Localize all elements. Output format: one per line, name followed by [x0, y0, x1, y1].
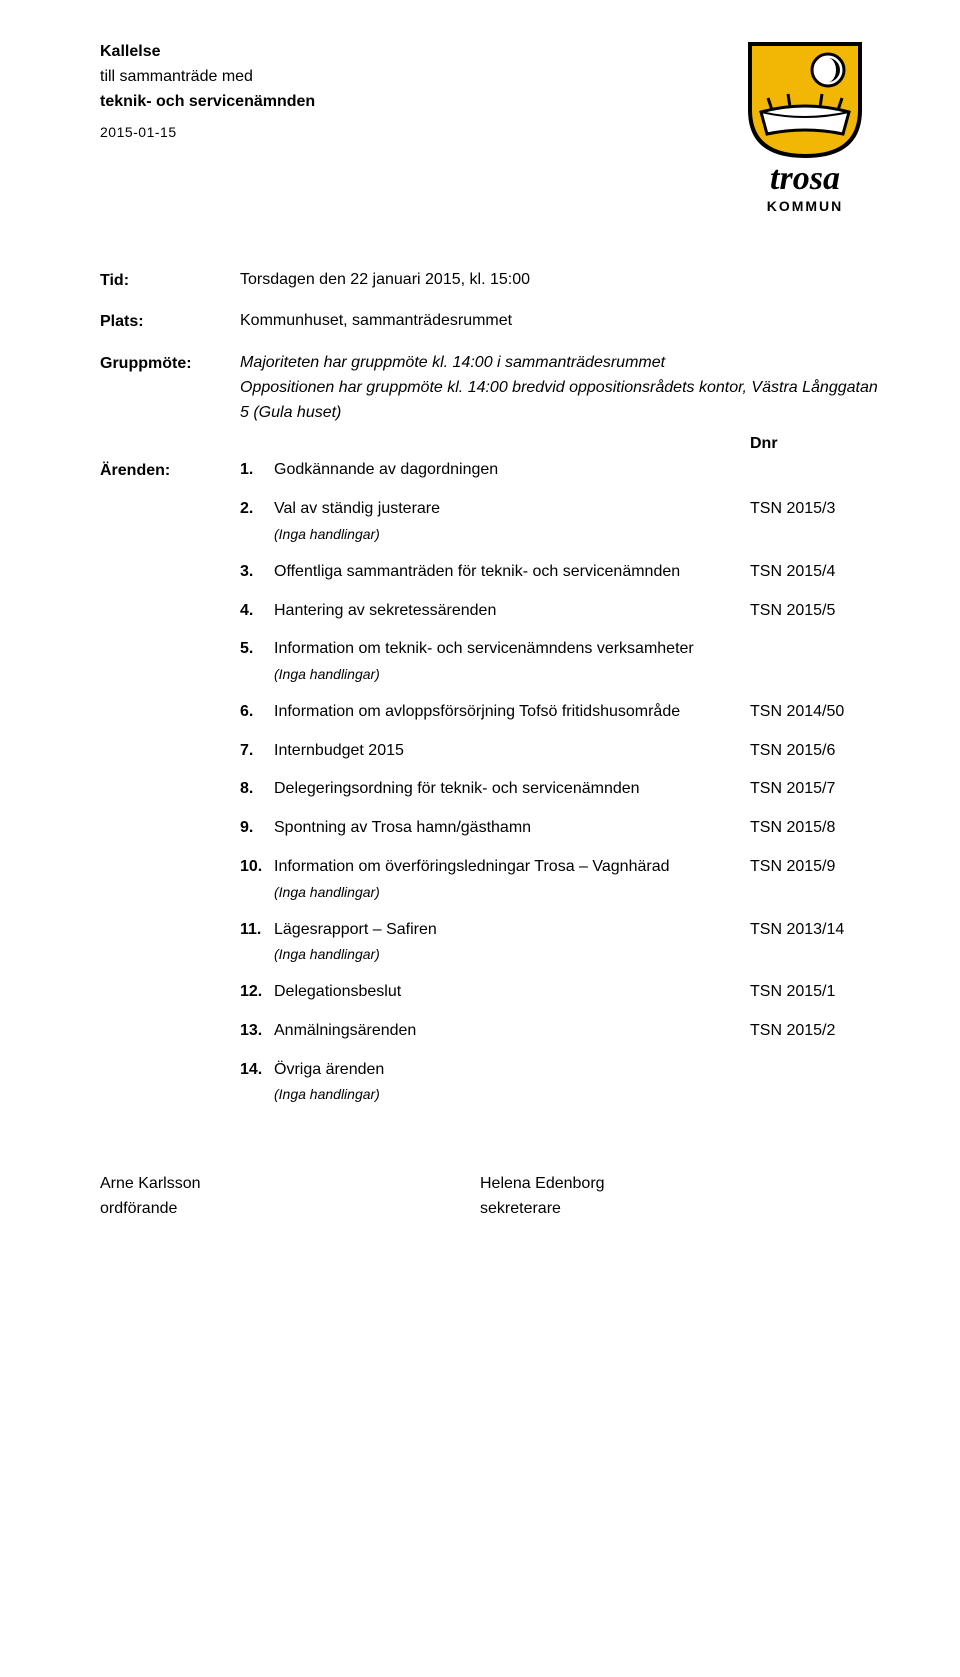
title-sub2: teknik- och servicenämnden [100, 90, 730, 115]
label-arenden: Ärenden: [100, 458, 240, 484]
agenda-dnr: TSN 2015/7 [750, 777, 880, 802]
agenda-text: Delegeringsordning för teknik- och servi… [274, 777, 750, 802]
agenda-note: (Inga handlingar) [274, 882, 730, 904]
title-block: Kallelse till sammanträde med teknik- oc… [100, 40, 730, 144]
row-tid: Tid: Torsdagen den 22 januari 2015, kl. … [100, 268, 880, 294]
agenda-num: 14. [240, 1058, 274, 1083]
agenda-text: Spontning av Trosa hamn/gästhamn [274, 816, 750, 841]
municipality-logo: trosa KOMMUN [730, 40, 880, 218]
agenda-text: Information om teknik- och servicenämnde… [274, 637, 750, 685]
row-arenden: Ärenden: 1. Godkännande av dagordningen … [100, 458, 880, 1122]
label-tid: Tid: [100, 268, 240, 294]
agenda-num: 8. [240, 777, 274, 802]
agenda-text: Internbudget 2015 [274, 739, 750, 764]
secretary-role: sekreterare [480, 1197, 880, 1222]
agenda-dnr: TSN 2015/6 [750, 739, 880, 764]
agenda-item-3: 3. Offentliga sammanträden för teknik- o… [240, 560, 880, 585]
chair-name: Arne Karlsson [100, 1172, 480, 1197]
gruppmote-line1: Majoriteten har gruppmöte kl. 14:00 i sa… [240, 351, 880, 376]
signature-block: Arne Karlsson ordförande Helena Edenborg… [100, 1172, 880, 1222]
agenda-item-2: 2. Val av ständig justerare (Inga handli… [240, 497, 880, 545]
signature-chair: Arne Karlsson ordförande [100, 1172, 480, 1222]
label-gruppmote: Gruppmöte: [100, 351, 240, 377]
agenda-text: Information om avloppsförsörjning Tofsö … [274, 700, 750, 725]
agenda-note: (Inga handlingar) [274, 1084, 730, 1106]
agenda-dnr: TSN 2015/9 [750, 855, 880, 880]
logo-text-kommun: KOMMUN [730, 196, 880, 218]
agenda-list-container: 1. Godkännande av dagordningen 2. Val av… [240, 458, 880, 1122]
agenda-text: Anmälningsärenden [274, 1019, 750, 1044]
agenda-item-5: 5. Information om teknik- och servicenäm… [240, 637, 880, 685]
signature-secretary: Helena Edenborg sekreterare [480, 1172, 880, 1222]
agenda-text: Lägesrapport – Safiren (Inga handlingar) [274, 918, 750, 966]
shield-icon [746, 40, 864, 160]
agenda-item-7: 7. Internbudget 2015 TSN 2015/6 [240, 739, 880, 764]
agenda-num: 5. [240, 637, 274, 662]
agenda-num: 13. [240, 1019, 274, 1044]
agenda-text: Delegationsbeslut [274, 980, 750, 1005]
meeting-details: Tid: Torsdagen den 22 januari 2015, kl. … [100, 268, 880, 1122]
value-tid: Torsdagen den 22 januari 2015, kl. 15:00 [240, 268, 880, 293]
agenda-text: Övriga ärenden (Inga handlingar) [274, 1058, 750, 1106]
agenda-text: Information om överföringsledningar Tros… [274, 855, 750, 903]
agenda-item-12: 12. Delegationsbeslut TSN 2015/1 [240, 980, 880, 1005]
agenda-note: (Inga handlingar) [274, 944, 730, 966]
agenda-item-6: 6. Information om avloppsförsörjning Tof… [240, 700, 880, 725]
agenda-text: Offentliga sammanträden för teknik- och … [274, 560, 750, 585]
secretary-name: Helena Edenborg [480, 1172, 880, 1197]
agenda-list: 1. Godkännande av dagordningen 2. Val av… [240, 458, 880, 1106]
agenda-dnr: TSN 2013/14 [750, 918, 880, 943]
chair-role: ordförande [100, 1197, 480, 1222]
agenda-num: 9. [240, 816, 274, 841]
label-plats: Plats: [100, 309, 240, 335]
agenda-dnr: TSN 2015/8 [750, 816, 880, 841]
dnr-label: Dnr [750, 432, 880, 457]
row-gruppmote: Gruppmöte: Majoriteten har gruppmöte kl.… [100, 351, 880, 425]
agenda-note: (Inga handlingar) [274, 664, 730, 686]
value-gruppmote: Majoriteten har gruppmöte kl. 14:00 i sa… [240, 351, 880, 425]
gruppmote-line2: Oppositionen har gruppmöte kl. 14:00 bre… [240, 376, 880, 426]
agenda-dnr: TSN 2015/4 [750, 560, 880, 585]
agenda-item-1: 1. Godkännande av dagordningen [240, 458, 880, 483]
title-sub1: till sammanträde med [100, 65, 730, 90]
agenda-dnr: TSN 2015/1 [750, 980, 880, 1005]
row-plats: Plats: Kommunhuset, sammanträdesrummet [100, 309, 880, 335]
agenda-num: 3. [240, 560, 274, 585]
agenda-item-8: 8. Delegeringsordning för teknik- och se… [240, 777, 880, 802]
agenda-dnr: TSN 2015/2 [750, 1019, 880, 1044]
logo-text-trosa: trosa [730, 162, 880, 196]
value-plats: Kommunhuset, sammanträdesrummet [240, 309, 880, 334]
agenda-item-10: 10. Information om överföringsledningar … [240, 855, 880, 903]
document-date: 2015-01-15 [100, 122, 730, 144]
agenda-item-4: 4. Hantering av sekretessärenden TSN 201… [240, 599, 880, 624]
agenda-item-9: 9. Spontning av Trosa hamn/gästhamn TSN … [240, 816, 880, 841]
agenda-text: Godkännande av dagordningen [274, 458, 750, 483]
agenda-item-14: 14. Övriga ärenden (Inga handlingar) [240, 1058, 880, 1106]
title-kallelse: Kallelse [100, 40, 730, 65]
agenda-item-11: 11. Lägesrapport – Safiren (Inga handlin… [240, 918, 880, 966]
agenda-item-13: 13. Anmälningsärenden TSN 2015/2 [240, 1019, 880, 1044]
dnr-header-row: Dnr [100, 432, 880, 457]
agenda-num: 12. [240, 980, 274, 1005]
agenda-dnr: TSN 2014/50 [750, 700, 880, 725]
agenda-dnr: TSN 2015/5 [750, 599, 880, 624]
agenda-note: (Inga handlingar) [274, 524, 730, 546]
agenda-num: 4. [240, 599, 274, 624]
agenda-text: Val av ständig justerare (Inga handlinga… [274, 497, 750, 545]
agenda-num: 11. [240, 918, 274, 943]
agenda-dnr: TSN 2015/3 [750, 497, 880, 522]
agenda-num: 7. [240, 739, 274, 764]
agenda-num: 6. [240, 700, 274, 725]
document-header: Kallelse till sammanträde med teknik- oc… [100, 40, 880, 218]
agenda-num: 2. [240, 497, 274, 522]
agenda-num: 10. [240, 855, 274, 880]
agenda-num: 1. [240, 458, 274, 483]
agenda-text: Hantering av sekretessärenden [274, 599, 750, 624]
